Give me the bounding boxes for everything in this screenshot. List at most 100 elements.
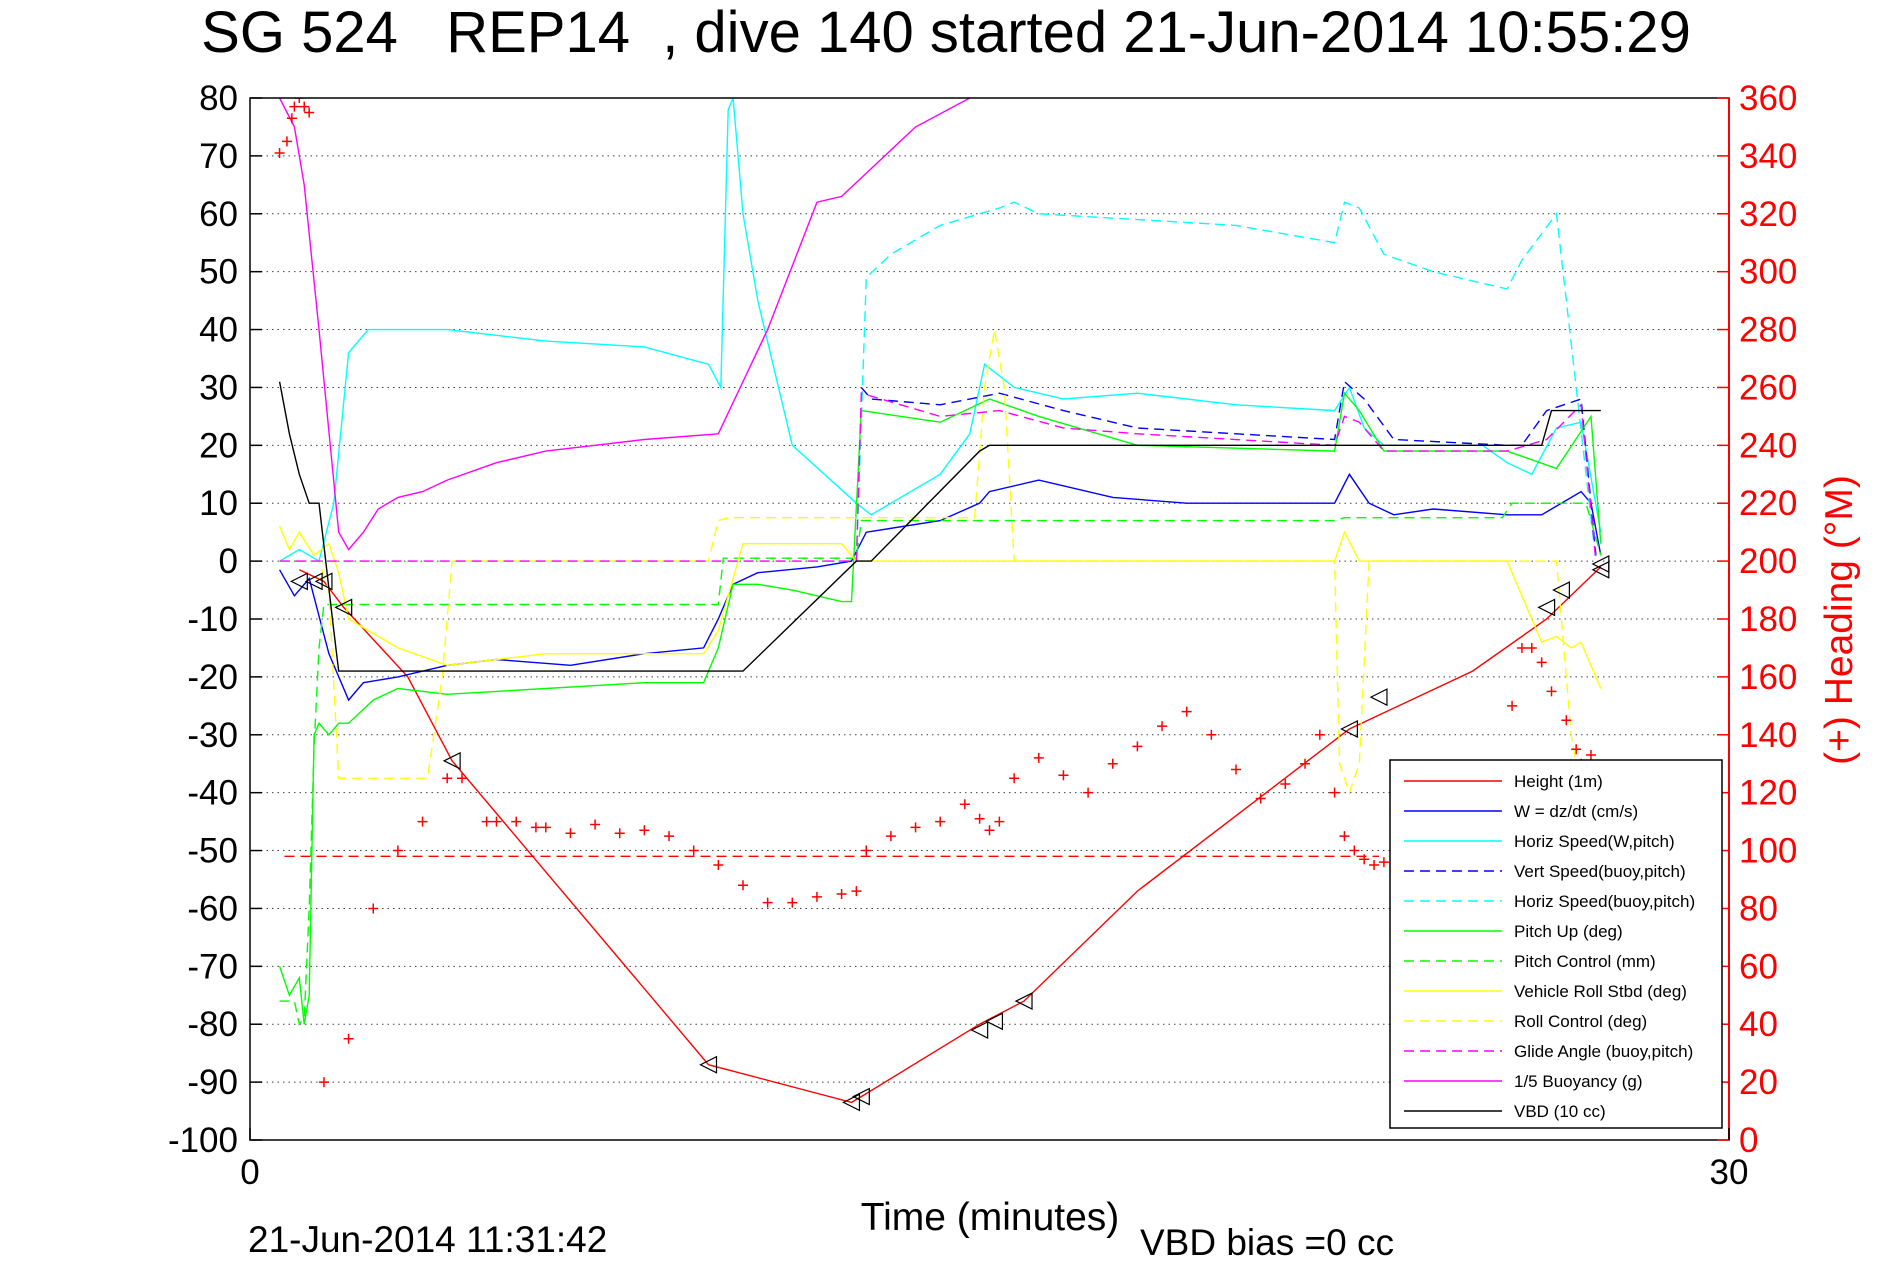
triangle-marker: [1369, 688, 1388, 707]
triangle-marker: [1552, 581, 1570, 600]
heading-point: [1033, 752, 1044, 763]
heading-point: [851, 886, 862, 897]
y-tick-label: -30: [187, 716, 238, 755]
legend-label: Pitch Up (deg): [1514, 922, 1623, 941]
heading-point: [590, 819, 601, 830]
heading-point: [1255, 793, 1266, 804]
heading-point: [1516, 642, 1527, 653]
heading-point: [974, 813, 985, 824]
heading-point: [1546, 686, 1557, 697]
legend-label: W = dz/dt (cm/s): [1514, 802, 1638, 821]
series-vert-buoy: [860, 380, 1597, 556]
y-right-tick-label: 160: [1739, 658, 1797, 697]
heading-point: [1181, 706, 1192, 717]
x-axis-label: Time (minutes): [861, 1196, 1120, 1239]
heading-point: [1369, 860, 1380, 871]
triangle-marker: [1591, 555, 1610, 573]
y-tick-label: -10: [187, 600, 238, 639]
series-heading: [274, 98, 1596, 1088]
legend-label: VBD (10 cc): [1514, 1102, 1606, 1121]
heading-point: [935, 816, 946, 827]
series-roll: [278, 526, 1602, 689]
heading-point: [1157, 721, 1168, 732]
heading-point: [274, 147, 285, 158]
y-tick-label: -40: [187, 774, 238, 813]
heading-point: [392, 845, 403, 856]
heading-point: [540, 822, 551, 833]
heading-point: [1009, 773, 1020, 784]
legend-label: 1/5 Buoyancy (g): [1514, 1072, 1643, 1091]
heading-point: [1339, 831, 1350, 842]
heading-point: [286, 113, 297, 124]
heading-point: [1507, 700, 1518, 711]
y-right-tick-label: 300: [1739, 253, 1797, 292]
y-right-tick-label: 20: [1739, 1063, 1778, 1102]
axes-layer: 80706050403020100-10-20-30-40-50-60-70-8…: [168, 79, 1797, 1192]
heading-point: [318, 1077, 329, 1088]
y-right-tick-label: 340: [1739, 137, 1797, 176]
heading-point: [565, 828, 576, 839]
heading-point: [1107, 758, 1118, 769]
series-height: [299, 566, 1602, 1104]
heading-point: [787, 897, 798, 908]
heading-point: [294, 98, 305, 103]
triangle-marker: [1591, 560, 1610, 579]
legend-label: Height (1m): [1514, 772, 1603, 791]
heading-point: [1280, 778, 1291, 789]
heading-point: [289, 101, 300, 112]
heading-point: [885, 831, 896, 842]
series-glide: [279, 392, 1597, 562]
x-tick-label: 0: [240, 1153, 259, 1192]
y-right-tick-label: 260: [1739, 368, 1797, 407]
y-right-tick-label: 0: [1739, 1121, 1758, 1160]
y-tick-label: 20: [199, 426, 238, 465]
heading-point: [910, 822, 921, 833]
legend-box: [1389, 759, 1723, 1129]
heading-point: [1058, 770, 1069, 781]
heading-point: [1536, 657, 1547, 668]
heading-point: [994, 816, 1005, 827]
heading-point: [417, 816, 428, 827]
legend: Height (1m) W = dz/dt (cm/s) Horiz Speed(W…: [1389, 759, 1723, 1129]
legend-label: Glide Angle (buoy,pitch): [1514, 1042, 1693, 1061]
triangle-marker: [699, 1055, 718, 1074]
series-horiz-buoy: [855, 201, 1597, 562]
y-tick-label: 60: [199, 195, 238, 234]
y-tick-label: -100: [168, 1121, 238, 1160]
heading-point: [1561, 715, 1572, 726]
x-tick-label: 30: [1710, 1153, 1749, 1192]
heading-point: [304, 107, 315, 118]
y-tick-label: 40: [199, 311, 238, 350]
triangle-marker: [304, 572, 323, 591]
heading-point: [984, 825, 995, 836]
series-buoy: [278, 98, 971, 551]
heading-point: [1083, 787, 1094, 798]
legend-label: Horiz Speed(buoy,pitch): [1514, 892, 1695, 911]
y-right-tick-label: 320: [1739, 195, 1797, 234]
heading-point: [614, 828, 625, 839]
heading-point: [491, 816, 502, 827]
heading-point: [1329, 787, 1340, 798]
y-tick-label: 30: [199, 368, 238, 407]
legend-label: Pitch Control (mm): [1514, 952, 1656, 971]
y-right-tick-label: 240: [1739, 426, 1797, 465]
heading-point: [959, 799, 970, 810]
heading-point: [688, 845, 699, 856]
y-tick-label: -60: [187, 889, 238, 928]
heading-point: [1206, 729, 1217, 740]
triangle-marker: [985, 1012, 1004, 1031]
heading-point: [861, 845, 872, 856]
legend-label: Roll Control (deg): [1514, 1012, 1647, 1031]
heading-point: [664, 831, 675, 842]
triangle-marker: [1014, 992, 1033, 1011]
heading-point: [343, 1033, 354, 1044]
triangle-marker: [1537, 598, 1556, 617]
y-tick-label: 70: [199, 137, 238, 176]
y-tick-label: 10: [199, 484, 238, 523]
heading-point: [442, 773, 453, 784]
y-right-tick-label: 180: [1739, 600, 1797, 639]
triangle-marker: [334, 598, 353, 617]
y-right-tick-label: 220: [1739, 484, 1797, 523]
heading-point: [299, 101, 310, 112]
y-axis-label-right: (+) Heading (°M): [1818, 475, 1861, 765]
